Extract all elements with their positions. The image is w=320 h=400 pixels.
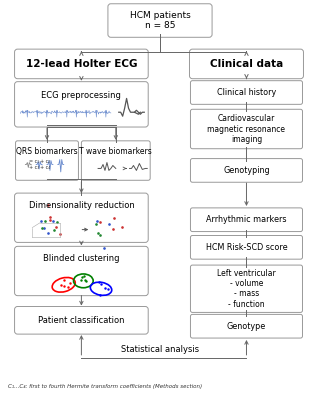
Text: + c₂: + c₂ bbox=[40, 158, 50, 164]
Text: Blinded clustering: Blinded clustering bbox=[43, 254, 120, 263]
FancyBboxPatch shape bbox=[190, 81, 302, 104]
FancyBboxPatch shape bbox=[15, 82, 148, 127]
Text: ECG preprocessing: ECG preprocessing bbox=[42, 90, 121, 100]
FancyBboxPatch shape bbox=[190, 265, 302, 312]
Text: Clinical history: Clinical history bbox=[217, 88, 276, 97]
Text: 12-lead Holter ECG: 12-lead Holter ECG bbox=[26, 59, 137, 69]
Text: Dimensionality reduction: Dimensionality reduction bbox=[28, 201, 134, 210]
Text: Patient classification: Patient classification bbox=[38, 316, 124, 325]
FancyBboxPatch shape bbox=[15, 49, 148, 79]
Text: QRS biomarkers: QRS biomarkers bbox=[16, 147, 78, 156]
Text: HCM patients
n = 85: HCM patients n = 85 bbox=[130, 11, 190, 30]
FancyBboxPatch shape bbox=[15, 306, 148, 334]
FancyBboxPatch shape bbox=[190, 109, 302, 149]
Text: Clinical data: Clinical data bbox=[210, 59, 283, 69]
Text: Genotype: Genotype bbox=[227, 322, 266, 331]
Text: + c₄: + c₄ bbox=[40, 166, 50, 170]
Text: Arrhythmic markers: Arrhythmic markers bbox=[206, 215, 287, 224]
Text: HCM Risk-SCD score: HCM Risk-SCD score bbox=[206, 243, 287, 252]
Text: T wave biomarkers: T wave biomarkers bbox=[79, 147, 152, 156]
FancyBboxPatch shape bbox=[15, 193, 148, 242]
FancyBboxPatch shape bbox=[190, 208, 302, 232]
FancyBboxPatch shape bbox=[190, 158, 302, 182]
FancyBboxPatch shape bbox=[190, 314, 302, 338]
Text: Genotyping: Genotyping bbox=[223, 166, 270, 175]
Text: + c₃: + c₃ bbox=[29, 166, 40, 170]
FancyBboxPatch shape bbox=[15, 246, 148, 296]
Text: = c₁: = c₁ bbox=[29, 158, 39, 164]
FancyBboxPatch shape bbox=[16, 141, 78, 180]
FancyBboxPatch shape bbox=[108, 4, 212, 37]
Text: Statistical analysis: Statistical analysis bbox=[121, 345, 199, 354]
FancyBboxPatch shape bbox=[189, 49, 303, 79]
FancyBboxPatch shape bbox=[81, 141, 150, 180]
Text: Cardiovascular
magnetic resonance
imaging: Cardiovascular magnetic resonance imagin… bbox=[207, 114, 285, 144]
Text: C₁...C₄: first to fourth Hermite transform coefficients (Methods section): C₁...C₄: first to fourth Hermite transfo… bbox=[8, 384, 202, 389]
FancyBboxPatch shape bbox=[190, 236, 302, 259]
Text: Left ventricular
- volume
- mass
- function: Left ventricular - volume - mass - funct… bbox=[217, 269, 276, 309]
